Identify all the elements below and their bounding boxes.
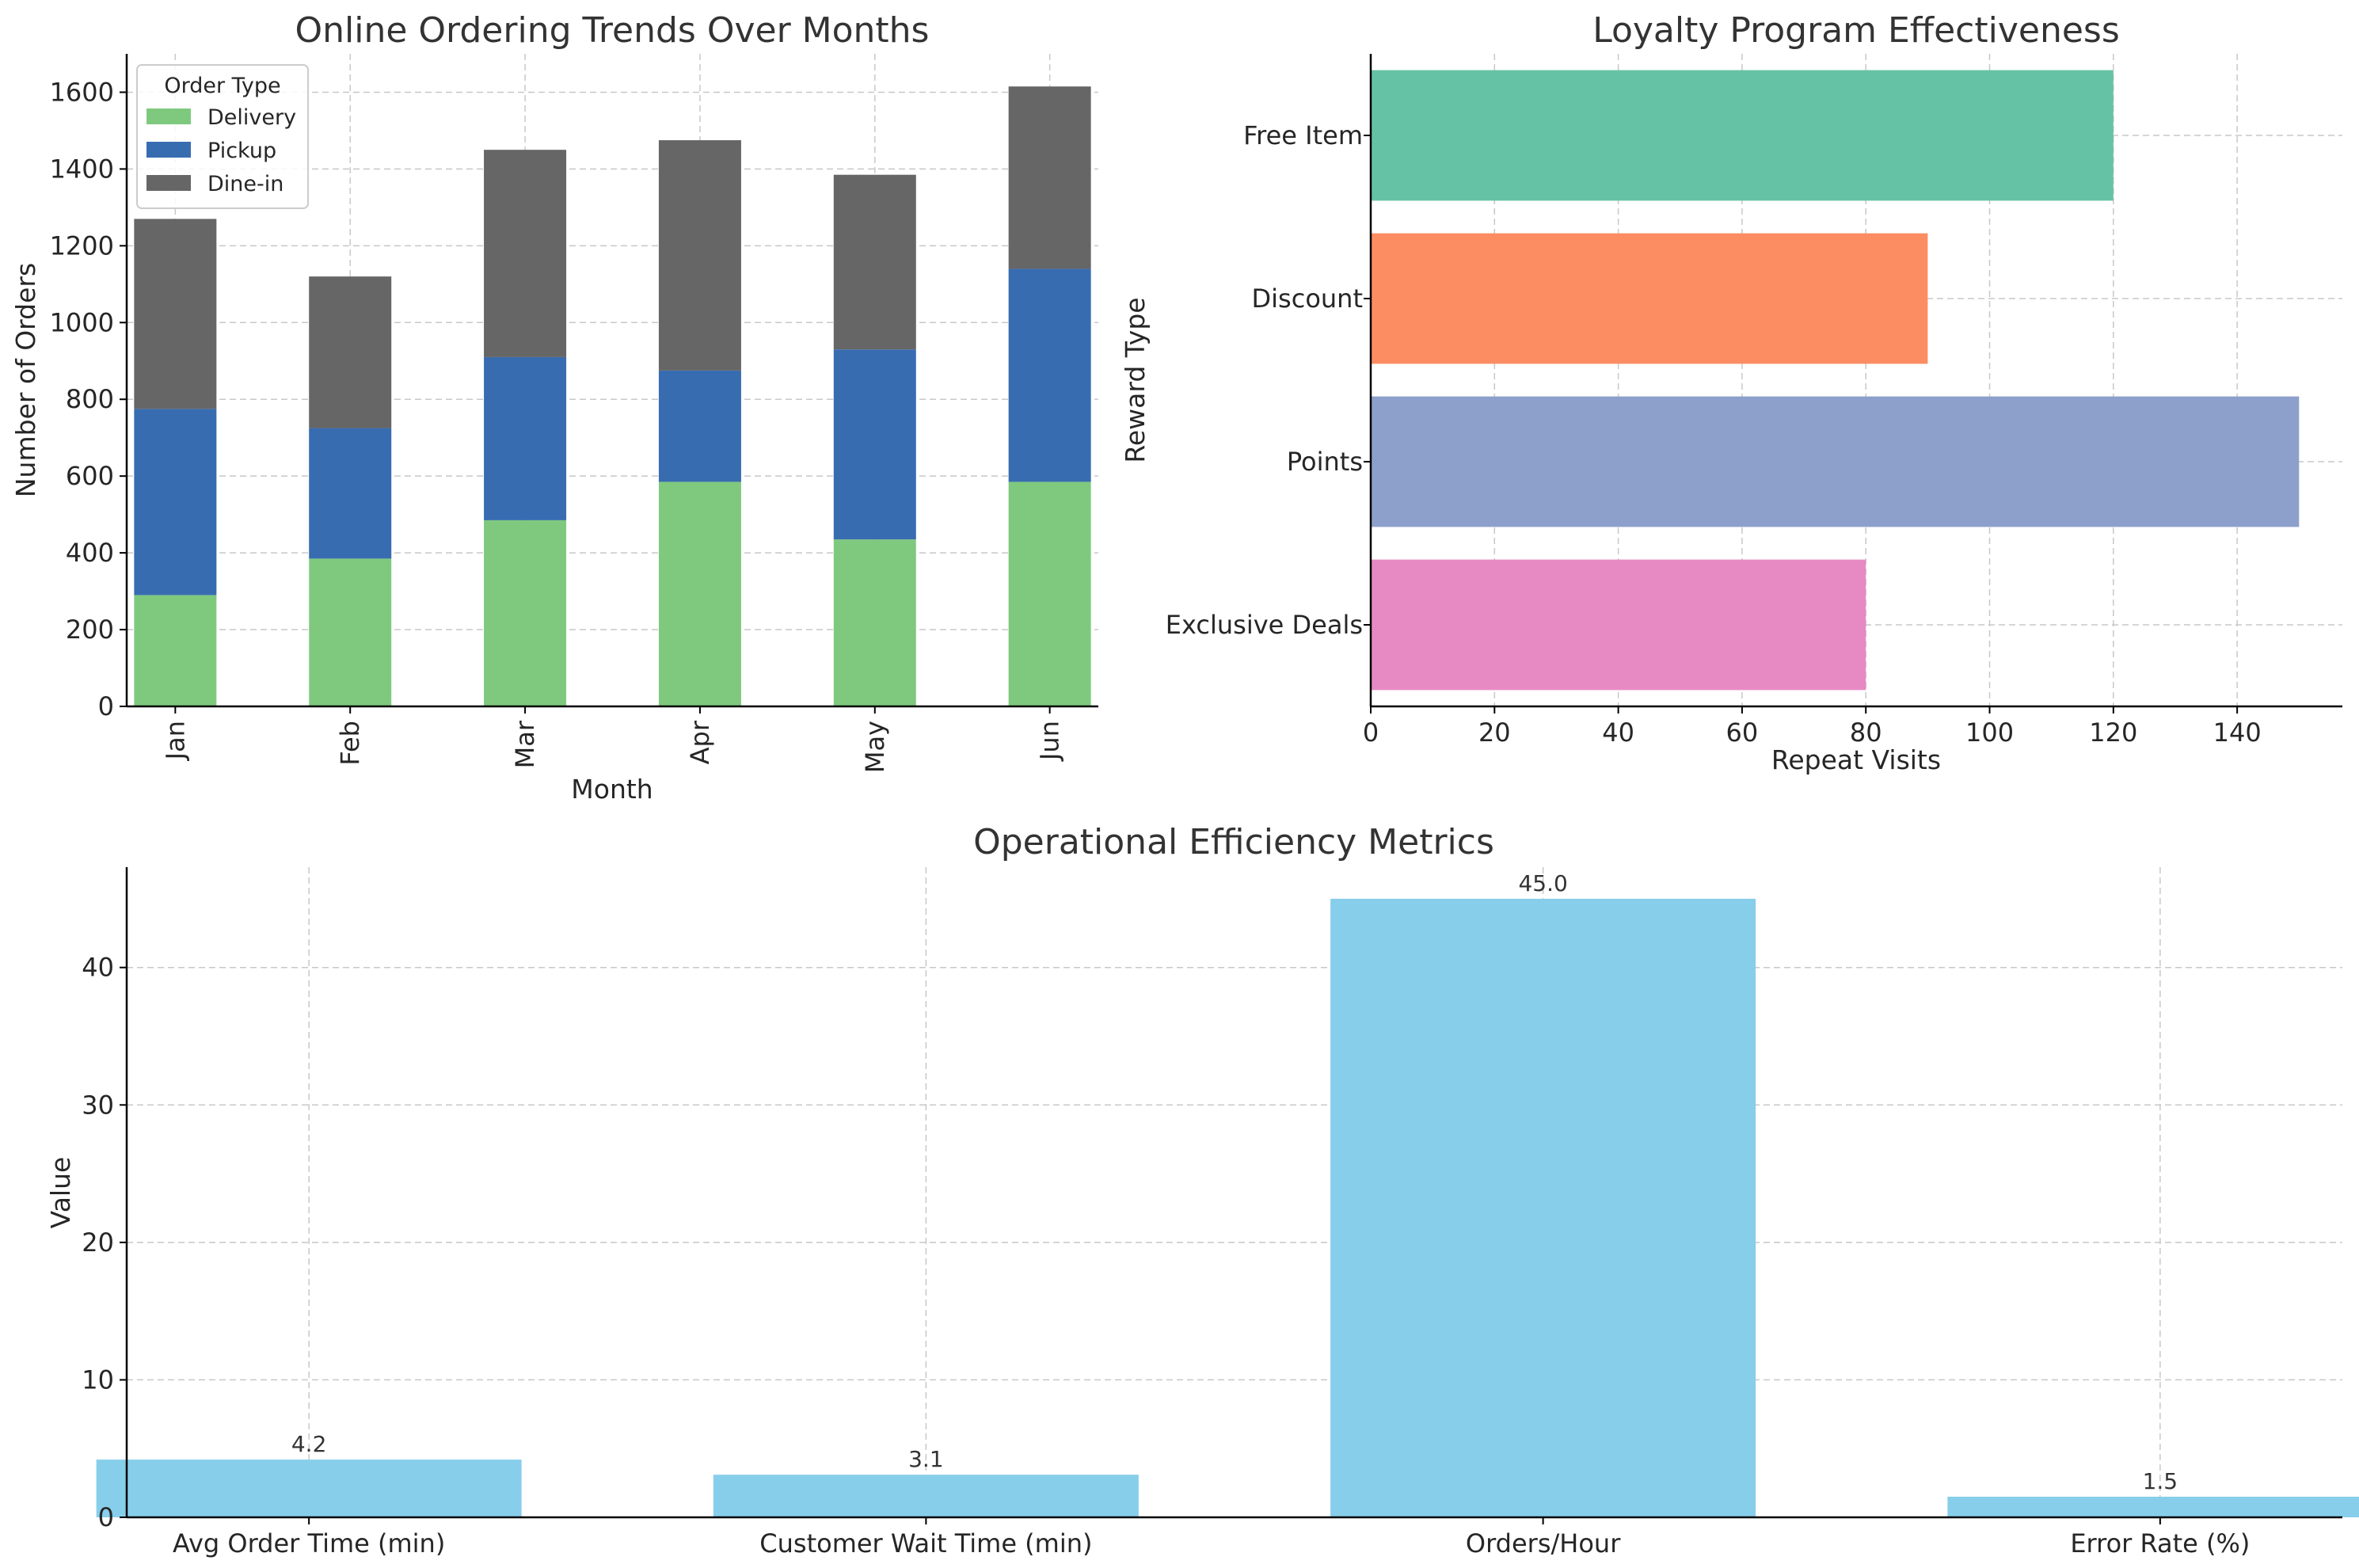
x-tick-label-apr: Apr: [685, 720, 715, 764]
legend-swatch-delivery: [146, 108, 191, 124]
bar-dine-in-jun: [1008, 86, 1091, 269]
y-tick-label: 200: [66, 615, 114, 645]
legend-swatch-dine-in: [146, 175, 191, 191]
x-tick-label: 40: [1602, 717, 1634, 748]
ordering-chart-y-axis-label: Number of Orders: [10, 263, 41, 497]
bar-pickup-may: [833, 349, 916, 540]
x-tick-label: 20: [1478, 717, 1511, 748]
loyalty-chart-bars: [1371, 70, 2300, 691]
efficiency-chart-title: Operational Efficiency Metrics: [973, 822, 1494, 862]
loyalty-chart-title: Loyalty Program Effectiveness: [1592, 10, 2120, 51]
bar-delivery-may: [833, 539, 916, 706]
y-tick-label: 600: [66, 461, 114, 491]
x-tick-label-feb: Feb: [335, 721, 365, 766]
x-tick-label-customer-wait-time-min: Customer Wait Time (min): [759, 1528, 1092, 1558]
bar-pickup-apr: [658, 370, 741, 482]
y-tick-label: 1400: [50, 154, 114, 184]
x-tick-label: 60: [1726, 717, 1759, 748]
x-tick-label: 140: [2213, 717, 2262, 748]
bar-exclusive-deals: [1371, 559, 1866, 691]
y-tick-label: 0: [98, 1502, 114, 1532]
bar-avg-order-time-min: [96, 1460, 522, 1517]
bar-orders-hour: [1330, 898, 1756, 1517]
bar-pickup-mar: [484, 356, 567, 520]
x-tick-label-jun: Jun: [1035, 721, 1065, 762]
data-label-avg-order-time-min: 4.2: [291, 1431, 327, 1457]
y-tick-label: 0: [98, 691, 114, 721]
x-tick-label-orders-hour: Orders/Hour: [1466, 1528, 1621, 1558]
y-tick-label-discount: Discount: [1252, 284, 1363, 314]
y-tick-label: 40: [82, 953, 114, 983]
ordering-chart-y-ticks: 0 200 400 600 800 1000 1200 1400 1600: [50, 77, 127, 721]
loyalty-chart-x-axis-label: Repeat Visits: [1771, 744, 1941, 775]
data-label-orders-hour: 45.0: [1518, 870, 1567, 896]
efficiency-chart-bars: 4.2 3.1 45.0 1.5: [96, 870, 2359, 1517]
bar-free-item: [1371, 70, 2114, 201]
ordering-trends-chart: Online Ordering Trends Over Months 0 200 4…: [10, 10, 1098, 805]
legend-label-delivery: Delivery: [207, 105, 296, 130]
operational-efficiency-chart: Operational Efficiency Metrics 4.2 3.1 45.…: [45, 822, 2359, 1558]
bar-dine-in-mar: [484, 150, 567, 357]
x-tick-label: 120: [2089, 717, 2137, 748]
bar-delivery-mar: [484, 519, 567, 706]
ordering-chart-title: Online Ordering Trends Over Months: [295, 10, 930, 51]
y-tick-label: 1600: [50, 77, 114, 107]
ordering-chart-legend: Order Type Delivery Pickup Dine-in: [136, 64, 309, 209]
bar-dine-in-jan: [134, 219, 217, 409]
loyalty-program-chart: Loyalty Program Effectiveness 0 20 40 60 80 1…: [1120, 10, 2342, 775]
legend-label-pickup: Pickup: [207, 139, 276, 163]
loyalty-chart-x-ticks: 0 20 40 60 80 100 120 140: [1363, 706, 2262, 748]
y-tick-label-points: Points: [1287, 447, 1363, 477]
y-tick-label: 400: [66, 538, 114, 568]
x-tick-label-avg-order-time-min: Avg Order Time (min): [173, 1528, 445, 1558]
y-tick-label-free-item: Free Item: [1243, 120, 1363, 150]
y-tick-label: 1200: [50, 230, 114, 261]
data-label-error-rate: 1.5: [2143, 1468, 2178, 1494]
y-tick-label: 800: [66, 384, 114, 414]
bar-customer-wait-time-min: [713, 1475, 1139, 1517]
bar-points: [1371, 396, 2300, 527]
ordering-chart-x-ticks: Jan Feb Mar Apr May Jun: [160, 706, 1065, 773]
data-label-customer-wait-time-min: 3.1: [908, 1446, 944, 1472]
legend-swatch-pickup: [146, 142, 191, 158]
legend-title: Order Type: [164, 74, 280, 98]
bar-dine-in-feb: [309, 276, 392, 428]
bar-delivery-apr: [658, 481, 741, 706]
x-tick-label-may: May: [860, 721, 890, 773]
ordering-chart-bars: [134, 86, 1091, 706]
bar-delivery-jan: [134, 595, 217, 706]
x-tick-label: 0: [1363, 717, 1379, 748]
bar-delivery-feb: [309, 558, 392, 706]
y-tick-label: 1000: [50, 307, 114, 337]
bar-discount: [1371, 233, 1928, 364]
efficiency-chart-x-ticks: Avg Order Time (min) Customer Wait Time (…: [173, 1517, 2250, 1558]
bar-pickup-feb: [309, 428, 392, 559]
x-tick-label: 80: [1850, 717, 1882, 748]
x-tick-label: 100: [1965, 717, 2014, 748]
efficiency-chart-grid: [127, 867, 2342, 1517]
bar-dine-in-apr: [658, 140, 741, 371]
y-tick-label-exclusive-deals: Exclusive Deals: [1166, 610, 1363, 640]
bar-pickup-jan: [134, 409, 217, 596]
bar-dine-in-may: [833, 174, 916, 350]
x-tick-label-mar: Mar: [510, 720, 540, 768]
efficiency-chart-y-ticks: 0 10 20 30 40: [82, 953, 127, 1532]
ordering-chart-x-axis-label: Month: [571, 774, 653, 805]
loyalty-chart-y-axis-label: Reward Type: [1120, 297, 1151, 462]
legend-frame: [136, 64, 309, 209]
legend-label-dine-in: Dine-in: [207, 172, 283, 196]
x-tick-label-error-rate: Error Rate (%): [2070, 1528, 2250, 1558]
y-tick-label: 10: [82, 1364, 114, 1395]
y-tick-label: 30: [82, 1090, 114, 1120]
efficiency-chart-y-axis-label: Value: [45, 1157, 76, 1229]
x-tick-label-jan: Jan: [160, 721, 190, 761]
bar-pickup-jun: [1008, 268, 1091, 482]
y-tick-label: 20: [82, 1227, 114, 1258]
bar-error-rate: [1947, 1496, 2359, 1517]
loyalty-chart-y-ticks: Free Item Discount Points Exclusive Deals: [1166, 120, 1371, 640]
bar-delivery-jun: [1008, 481, 1091, 706]
